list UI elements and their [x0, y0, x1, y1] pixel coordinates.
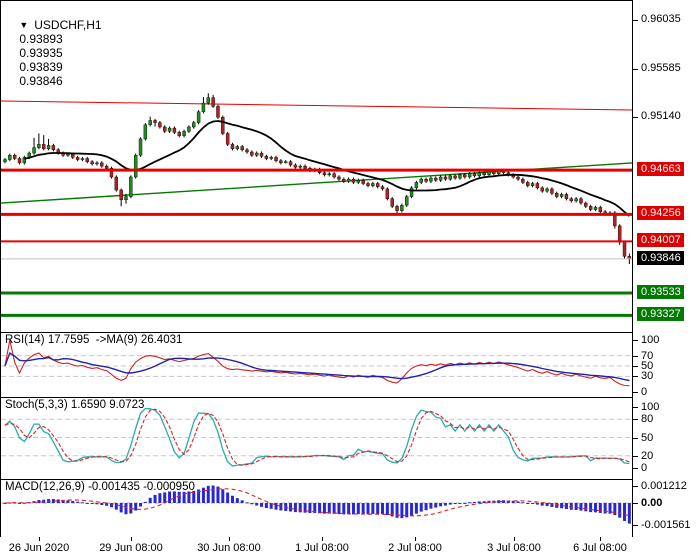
indicator-tick	[633, 376, 638, 377]
time-axis[interactable]: 26 Jun 2020 29 Jun 08:00 30 Jun 08:00 1 Jul…	[0, 537, 633, 560]
time-axis-label: 1 Jul 08:00	[295, 542, 349, 554]
stoch-label: Stoch(5,3,3) 1.6590 9.0723	[5, 399, 145, 411]
macd-panel: MACD(12,26,9) -0.001435 -0.000950	[0, 479, 633, 538]
time-tick	[131, 537, 132, 541]
time-axis-label: 3 Jul 08:00	[487, 542, 541, 554]
indicator-tick	[633, 356, 638, 357]
open-value: 0.93893	[19, 32, 63, 46]
stoch-canvas[interactable]	[1, 398, 632, 479]
price-axis-label: 0.95585	[641, 62, 681, 74]
indicator-tick	[633, 486, 638, 487]
indicator-axis-label: 0	[641, 462, 648, 474]
rsi-canvas[interactable]	[1, 333, 632, 397]
time-tick	[415, 537, 416, 541]
indicator-tick	[633, 525, 638, 526]
indicator-axis-label: 0	[641, 386, 648, 398]
main-chart-canvas[interactable]	[1, 1, 632, 332]
macd-canvas[interactable]	[1, 480, 632, 537]
time-tick	[322, 537, 323, 541]
price-badge: 0.93327	[637, 307, 684, 321]
symbol-dropdown-icon[interactable]: ▼	[19, 20, 29, 30]
chart-header: ▼ USDCHF,H1 0.93893 0.93935 0.93839 0.938…	[6, 4, 105, 102]
price-tick	[633, 20, 638, 21]
indicator-axis-label: 0.001212	[641, 480, 687, 492]
price-badge: 0.94663	[637, 162, 684, 176]
main-chart-panel	[0, 0, 633, 333]
indicator-axis-label: 100	[641, 401, 660, 413]
price-tick	[633, 69, 638, 70]
symbol-timeframe: USDCHF,H1	[34, 18, 102, 32]
price-axis-label: 0.95140	[641, 110, 681, 122]
time-tick	[514, 537, 515, 541]
indicator-axis-label: 80	[641, 413, 654, 425]
price-badge: 0.94256	[637, 206, 684, 220]
indicator-tick	[633, 438, 638, 439]
indicator-tick	[633, 392, 638, 393]
close-value: 0.93846	[19, 74, 63, 88]
price-axis-label: 0.96035	[641, 13, 681, 25]
price-tick	[633, 117, 638, 118]
macd-label: MACD(12,26,9) -0.001435 -0.000950	[5, 481, 195, 493]
indicator-tick	[633, 366, 638, 367]
indicator-tick	[633, 503, 638, 504]
high-value: 0.93935	[19, 46, 63, 60]
indicator-axis-label: 30	[641, 370, 654, 382]
rsi-panel: RSI(14) 17.7595 ->MA(9) 26.4031	[0, 332, 633, 398]
indicator-axis-label: 70	[641, 350, 654, 362]
time-axis-label: 29 Jun 08:00	[99, 542, 163, 554]
price-axis[interactable]: 0.96035 0.95585 0.95140 0.94663 0.94256 0.940…	[633, 0, 700, 537]
indicator-tick	[633, 456, 638, 457]
time-axis-label: 6 Jul 08:00	[573, 542, 627, 554]
indicator-axis-label: 100	[641, 334, 660, 346]
rsi-label: RSI(14) 17.7595 ->MA(9) 26.4031	[5, 334, 183, 346]
indicator-axis-label: 20	[641, 450, 654, 462]
price-badge: 0.93846	[637, 251, 684, 265]
indicator-axis-label: 50	[641, 432, 654, 444]
time-tick	[600, 537, 601, 541]
low-value: 0.93839	[19, 60, 63, 74]
time-tick	[39, 537, 40, 541]
stoch-panel: Stoch(5,3,3) 1.6590 9.0723	[0, 397, 633, 480]
time-axis-label: 26 Jun 2020	[8, 542, 70, 554]
indicator-axis-label: 50	[641, 360, 654, 372]
indicator-tick	[633, 340, 638, 341]
indicator-tick	[633, 419, 638, 420]
time-tick	[229, 537, 230, 541]
time-axis-label: 30 Jun 08:00	[197, 542, 261, 554]
price-badge: 0.94007	[637, 233, 684, 247]
indicator-axis-label: 0.00	[641, 497, 663, 509]
indicator-tick	[633, 468, 638, 469]
indicator-tick	[633, 407, 638, 408]
time-axis-label: 2 Jul 08:00	[388, 542, 442, 554]
price-badge: 0.93533	[637, 285, 684, 299]
indicator-axis-label: -0.001561	[641, 519, 691, 531]
